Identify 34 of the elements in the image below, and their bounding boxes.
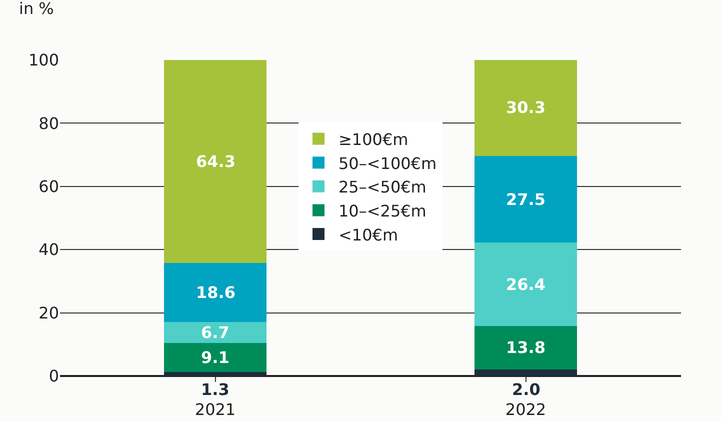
bar <box>474 60 577 156</box>
data-label: 2.0 <box>512 380 540 399</box>
bar <box>164 322 266 344</box>
legend-label: <10€m <box>338 225 398 244</box>
bar <box>164 60 266 264</box>
y-tick-label: 60 <box>38 177 59 196</box>
bar <box>474 242 577 326</box>
y-tick-label: 80 <box>38 114 59 133</box>
y-tick-label: 40 <box>38 240 59 260</box>
y-axis-title: in % <box>19 0 54 18</box>
data-label: 64.3 <box>196 152 236 171</box>
legend-label: 10–<25€m <box>338 201 426 220</box>
bar <box>474 156 577 243</box>
data-label: 26.4 <box>506 275 546 294</box>
bar <box>164 372 266 376</box>
data-label: 6.7 <box>201 323 230 342</box>
y-tick-label: 100 <box>28 50 59 70</box>
data-label: 9.1 <box>201 348 230 367</box>
data-label: 13.8 <box>506 338 546 357</box>
legend-label: 50–<100€m <box>338 154 437 173</box>
y-tick-label: 20 <box>38 303 59 322</box>
data-label: 30.3 <box>506 98 546 117</box>
data-label: 18.6 <box>196 283 236 302</box>
legend-label: ≥100€m <box>338 130 408 150</box>
bar <box>474 370 577 376</box>
bar <box>164 343 266 372</box>
x-tick-label: 2022 <box>505 400 546 420</box>
bar <box>474 326 577 370</box>
x-tick-label: 2021 <box>194 400 236 420</box>
legend-label: 25–<50€m <box>338 178 426 197</box>
y-tick-label: 0 <box>48 366 59 386</box>
data-label: 27.5 <box>506 190 546 209</box>
bar <box>164 263 266 322</box>
data-label: 1.3 <box>201 380 230 399</box>
